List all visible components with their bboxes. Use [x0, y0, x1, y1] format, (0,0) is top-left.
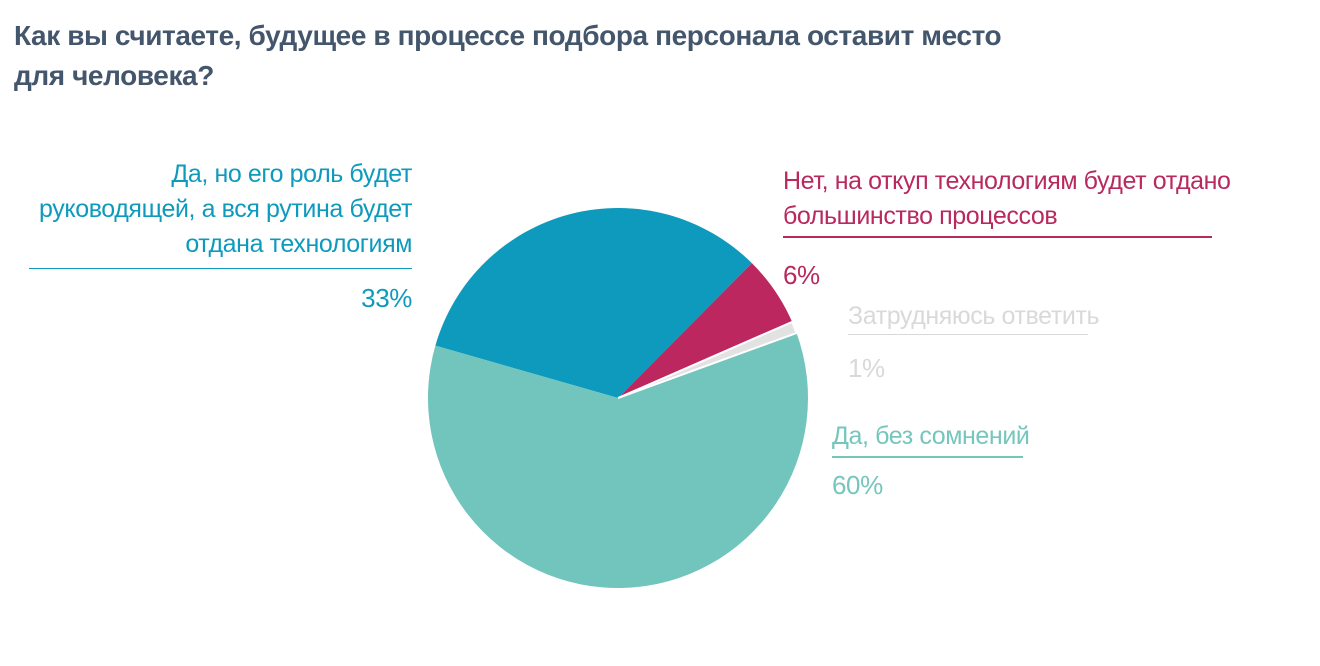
callout-underline	[783, 236, 1212, 238]
callout-percent: 60%	[832, 470, 883, 500]
callout-label-line: отдана технологиям	[185, 230, 412, 258]
chart-title-line-2: для человека?	[14, 60, 214, 91]
pie-slices-group	[427, 207, 808, 589]
chart-title: Как вы считаете, будущее в процессе подб…	[14, 16, 1002, 96]
callout-underline	[848, 334, 1088, 335]
callout-label-line: Да, но его роль будет	[171, 160, 412, 188]
callout-underline	[832, 456, 1023, 458]
callout-label-line: большинство процессов	[783, 202, 1058, 230]
callout-no-technology: Нет, на откуп технологиям будет отдано б…	[783, 164, 1253, 291]
pie-slice-3	[617, 320, 798, 399]
pie-slice-1	[435, 207, 752, 398]
callout-label-line: Нет, на откуп технологиям будет отдано	[783, 167, 1231, 195]
callout-percent: 1%	[848, 353, 885, 383]
chart-title-line-1: Как вы считаете, будущее в процессе подб…	[14, 20, 1002, 51]
pie-slice-2	[618, 263, 793, 398]
callout-yes-leading-role: Да, но его роль будет руководящей, а вся…	[29, 157, 412, 314]
callout-percent: 6%	[783, 260, 820, 290]
callout-undecided: Затрудняюсь ответить 1%	[848, 299, 1108, 384]
callout-yes-no-doubt: Да, без сомнений 60%	[832, 419, 1062, 501]
callout-label-line: руководящей, а вся рутина будет	[39, 195, 412, 223]
callout-percent: 33%	[361, 283, 412, 313]
callout-label-line: Да, без сомнений	[832, 422, 1030, 450]
callout-underline	[29, 268, 412, 269]
pie-slice-4	[427, 333, 808, 589]
callout-label-line: Затрудняюсь ответить	[848, 302, 1100, 330]
